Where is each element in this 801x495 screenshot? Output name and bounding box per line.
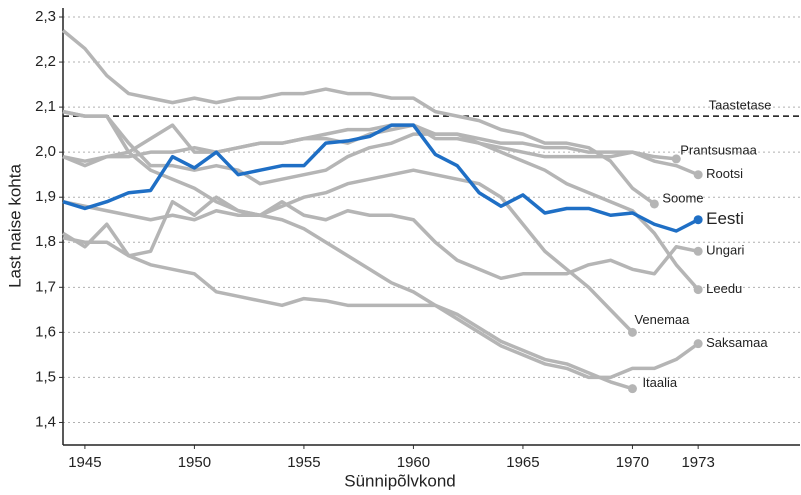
legend-label: Eesti [706,209,744,228]
reference-label: Taastetase [709,98,772,113]
y-tick-label: 2,1 [35,98,56,115]
legend-label: Rootsi [706,166,743,181]
end-point [627,327,637,337]
legend-label: Itaalia [642,375,677,390]
end-point [693,285,703,295]
y-tick-label: 1,7 [35,278,56,295]
x-tick-label: 1973 [681,454,714,471]
legend-label: Ungari [706,243,744,258]
series-line [62,123,699,177]
x-tick-label: 1950 [178,454,211,471]
legend-label: Leedu [706,281,742,296]
series-line [62,236,633,391]
y-tick-label: 2,3 [35,8,56,25]
end-point [671,154,681,164]
legend-label: Venemaa [634,312,690,327]
series-line [62,168,634,334]
legend-label: Prantsusmaa [680,142,757,157]
y-tick-label: 1,8 [35,233,56,250]
end-point [693,170,703,180]
y-tick-label: 1,4 [35,413,56,430]
end-point [627,384,637,394]
x-tick-label: 1955 [287,454,320,471]
y-axis-title: Last naise kohta [5,164,24,288]
x-tick-label: 1960 [397,454,430,471]
legend-label: Saksamaa [706,335,768,350]
x-tick-label: 1965 [506,454,539,471]
series-line [62,109,700,380]
y-tick-label: 1,5 [35,368,56,385]
end-point [693,246,703,256]
series-line [62,123,699,233]
x-tick-label: 1945 [68,454,101,471]
legend-label: Soome [662,190,703,205]
end-point [649,199,659,209]
y-tick-label: 1,6 [35,323,56,340]
y-tick-label: 2,0 [35,143,56,160]
end-point [693,215,703,225]
end-point [693,339,703,349]
series-line [61,29,656,206]
x-axis-title: Sünnipõlvkond [344,471,456,490]
y-tick-label: 2,2 [35,53,56,70]
x-tick-label: 1970 [616,454,649,471]
y-tick-label: 1,9 [35,188,56,205]
series-line [62,195,699,281]
